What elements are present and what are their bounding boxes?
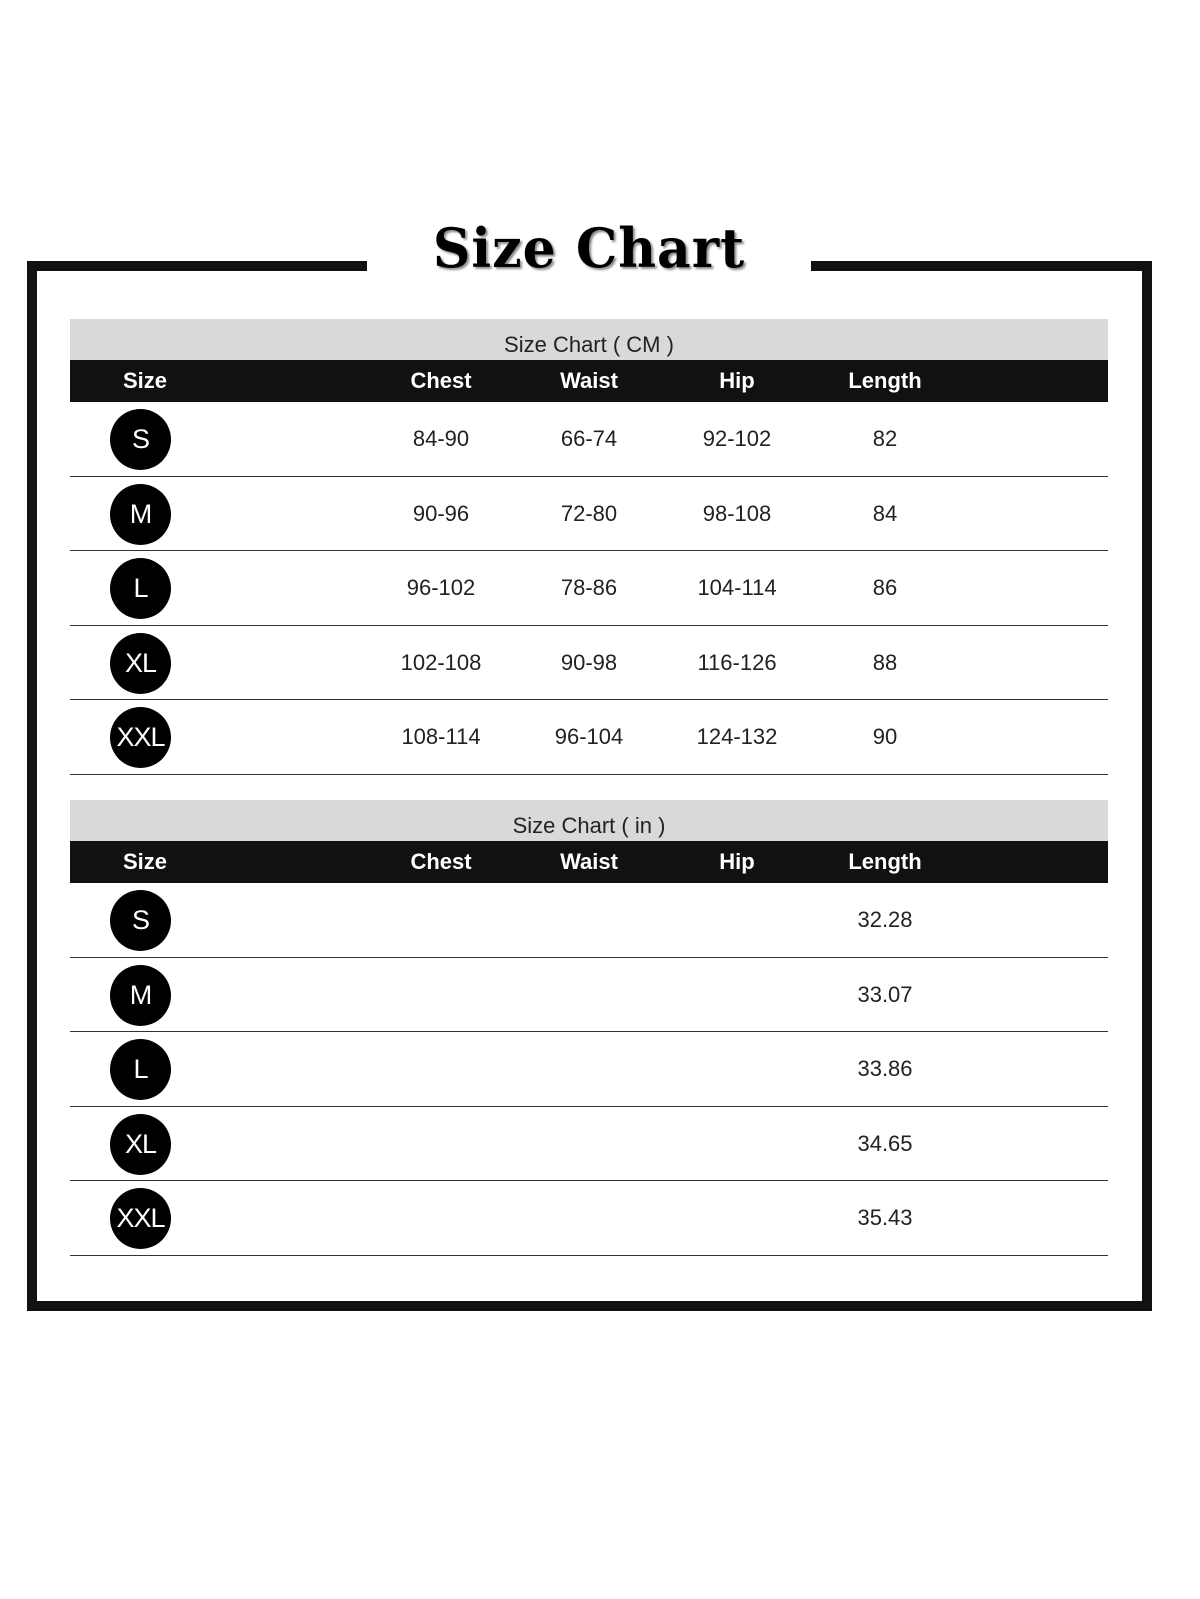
cell-hip: 98-108 xyxy=(702,500,772,526)
cell-hip: 124-132 xyxy=(696,724,778,750)
table-row: L 33.86 xyxy=(70,1032,1108,1107)
table-row: S 84-90 66-74 92-102 82 xyxy=(70,402,1108,477)
size-badge: XL xyxy=(110,632,171,694)
column-header-waist: Waist xyxy=(560,368,618,393)
size-table-in: Size Chart ( in ) Size Chest Waist Hip Length… xyxy=(70,800,1108,1256)
table-row: L 96-102 78-86 104-114 86 xyxy=(70,551,1108,626)
column-header-chest: Chest xyxy=(410,368,472,393)
cell-chest: 90-96 xyxy=(412,500,470,526)
table-row: M 33.07 xyxy=(70,958,1108,1033)
size-badge: L xyxy=(110,558,171,620)
cell-chest: 108-114 xyxy=(401,724,481,750)
column-header-length: Length xyxy=(848,849,922,874)
cell-chest: 102-108 xyxy=(400,649,482,675)
cell-length: 90 xyxy=(872,724,898,750)
cell-length: 32.28 xyxy=(857,907,913,932)
size-badge: XXL xyxy=(110,707,171,769)
cell-waist: 96-104 xyxy=(554,724,624,750)
column-header-hip: Hip xyxy=(719,849,755,874)
table-row: S 32.28 xyxy=(70,883,1108,958)
size-badge: S xyxy=(110,890,171,951)
cell-waist: 78-86 xyxy=(560,575,618,601)
size-badge: S xyxy=(110,409,171,470)
table-caption: Size Chart ( CM ) xyxy=(70,319,1108,360)
size-badge: M xyxy=(110,483,171,545)
cell-chest: 96-102 xyxy=(406,575,476,601)
cell-length: 86 xyxy=(872,575,898,601)
column-header-size: Size xyxy=(122,849,168,874)
cell-hip: 92-102 xyxy=(702,426,772,451)
cell-length: 88 xyxy=(872,649,898,675)
table-row: M 90-96 72-80 98-108 84 xyxy=(70,477,1108,552)
cell-length: 84 xyxy=(872,500,898,526)
column-header-chest: Chest xyxy=(410,849,472,874)
cell-hip: 116-126 xyxy=(697,649,777,675)
table-row: XXL 108-114 96-104 124-132 90 xyxy=(70,700,1108,775)
cell-hip: 104-114 xyxy=(697,575,777,601)
cell-length: 34.65 xyxy=(857,1130,913,1156)
size-badge: M xyxy=(110,964,171,1026)
cell-waist: 72-80 xyxy=(560,500,618,526)
column-header-hip: Hip xyxy=(719,368,755,393)
size-badge: XL xyxy=(110,1113,171,1175)
column-header-waist: Waist xyxy=(560,849,618,874)
table-row: XL 34.65 xyxy=(70,1107,1108,1182)
page-title: Size Chart xyxy=(432,216,746,281)
cell-waist: 90-98 xyxy=(560,649,618,675)
table-header: Size Chest Waist Hip Length xyxy=(70,360,1108,402)
size-badge: XXL xyxy=(110,1188,171,1250)
cell-chest: 84-90 xyxy=(412,426,470,451)
frame-title-gap xyxy=(367,255,811,275)
table-caption: Size Chart ( in ) xyxy=(70,800,1108,841)
cell-length: 33.07 xyxy=(857,981,913,1007)
cell-length: 33.86 xyxy=(857,1056,913,1082)
table-row: XXL 35.43 xyxy=(70,1181,1108,1256)
size-badge: L xyxy=(110,1039,171,1101)
table-row: XL 102-108 90-98 116-126 88 xyxy=(70,626,1108,701)
cell-length: 82 xyxy=(872,426,898,451)
column-header-size: Size xyxy=(122,368,168,393)
column-header-length: Length xyxy=(848,368,922,393)
table-header: Size Chest Waist Hip Length xyxy=(70,841,1108,883)
cell-length: 35.43 xyxy=(857,1205,913,1231)
cell-waist: 66-74 xyxy=(560,426,618,451)
size-table-cm: Size Chart ( CM ) Size Chest Waist Hip Length… xyxy=(70,319,1108,775)
